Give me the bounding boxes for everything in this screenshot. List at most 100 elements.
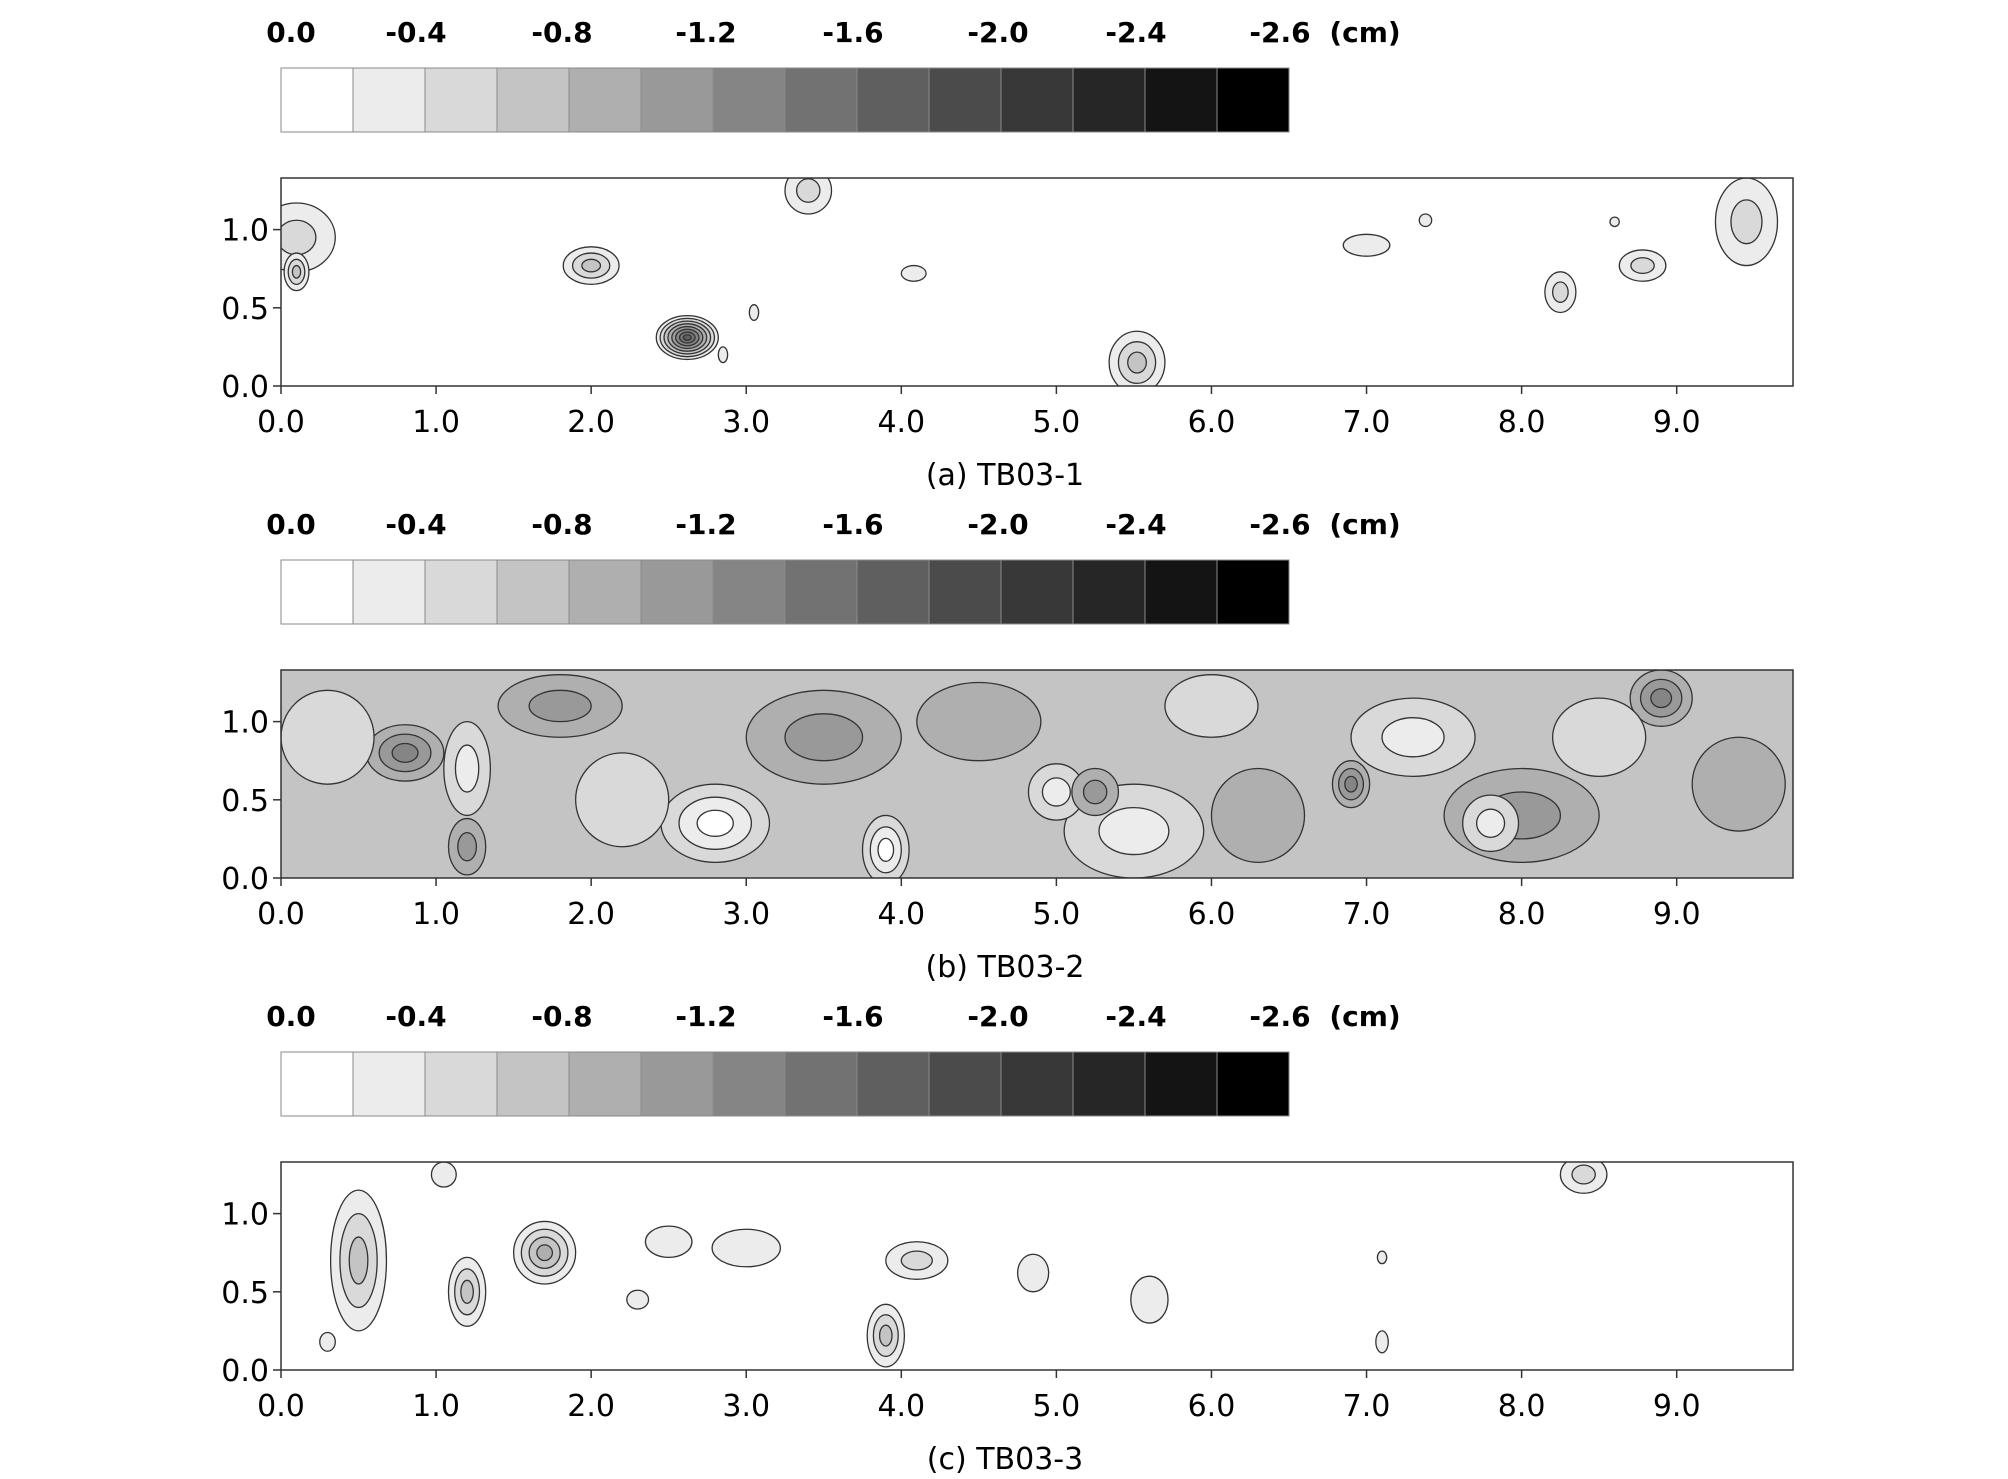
- legend-swatch: [928, 67, 1002, 133]
- contour-ring: [878, 1324, 893, 1347]
- legend-swatch: [784, 559, 858, 625]
- legend-label: -2.0: [967, 1000, 1028, 1033]
- contour-ring: [717, 346, 729, 364]
- legend-swatch: [640, 67, 714, 133]
- panel-3: 0.0 -0.4 -0.8 -1.2 -1.6 -2.0 -2.4 -2.6 (cm) 0.0 1.…: [221, 1000, 1794, 1477]
- legend-swatch: [712, 67, 786, 133]
- legend-label: -2.4: [1105, 1000, 1166, 1033]
- contour-ring: [644, 1225, 693, 1259]
- x-tick-label: 2.0: [567, 405, 615, 440]
- legend-label: -2.0: [967, 508, 1028, 541]
- contour-ring: [784, 713, 864, 762]
- x-tick-label: 7.0: [1343, 1389, 1391, 1424]
- contour-ring: [1164, 674, 1259, 738]
- x-tick-label: 6.0: [1188, 405, 1236, 440]
- x-tick-label: 2.0: [567, 1389, 615, 1424]
- y-tick-label: 1.0: [221, 706, 269, 741]
- panel-caption: (c) TB03-3: [927, 1442, 1083, 1477]
- contour-ring: [1730, 199, 1763, 245]
- legend-label: -0.8: [531, 16, 592, 49]
- panel-caption: (b) TB03-2: [926, 950, 1085, 985]
- x-tick-label: 5.0: [1033, 1389, 1081, 1424]
- contour-ring: [1376, 1250, 1388, 1265]
- legend-swatch: [1072, 1051, 1146, 1117]
- contour-ring: [1041, 777, 1071, 807]
- legend-swatch: [352, 1051, 426, 1117]
- panel-2: 0.0 -0.4 -0.8 -1.2 -1.6 -2.0 -2.4 -2.6 (cm) 0.0 1.…: [221, 508, 1794, 985]
- legend-swatch: [928, 559, 1002, 625]
- legend-swatch: [424, 559, 498, 625]
- contour-ring: [291, 264, 302, 279]
- x-tick-label: 1.0: [412, 897, 460, 932]
- contour-ring: [1691, 736, 1786, 832]
- contour-ring: [626, 1289, 650, 1310]
- legend-swatch: [1000, 559, 1074, 625]
- legend-swatch: [1000, 1051, 1074, 1117]
- contour-ring: [536, 1244, 554, 1262]
- contour-ring: [916, 681, 1042, 762]
- x-tick-label: 1.0: [412, 1389, 460, 1424]
- legend-swatch: [1216, 1051, 1290, 1117]
- legend-swatch: [568, 1051, 642, 1117]
- legend-swatch: [784, 1051, 858, 1117]
- legend-swatch: [1072, 67, 1146, 133]
- contour-ring: [1630, 257, 1655, 275]
- legend-swatch: [496, 67, 570, 133]
- contour-ring: [900, 1250, 933, 1271]
- contour-ring: [877, 837, 895, 862]
- x-tick-label: 2.0: [567, 897, 615, 932]
- legend-unit: (cm): [1329, 16, 1400, 49]
- contour-ring: [1551, 281, 1569, 303]
- legend-label: -0.4: [385, 508, 446, 541]
- x-tick-label: 4.0: [877, 405, 925, 440]
- legend-swatch: [640, 1051, 714, 1117]
- legend-label: -1.2: [675, 16, 736, 49]
- legend-swatch: [1072, 559, 1146, 625]
- contour-ring: [319, 1331, 336, 1352]
- x-tick-label: 9.0: [1653, 897, 1701, 932]
- plot-frame: [280, 669, 1794, 879]
- contour-ring: [696, 809, 734, 837]
- legend-swatch: [1216, 67, 1290, 133]
- legend-swatch: [856, 559, 930, 625]
- y-tick-label: 0.5: [221, 1276, 269, 1311]
- plot-frame: [280, 177, 1794, 387]
- contour-ring: [1551, 697, 1647, 777]
- plot-frame: [280, 1161, 1794, 1371]
- legend-swatch: [280, 67, 354, 133]
- contour-ring: [430, 1162, 457, 1188]
- legend-swatch: [424, 67, 498, 133]
- legend-label: 0.0: [266, 16, 316, 49]
- contour-ring: [1130, 1275, 1169, 1324]
- contour-ring: [1082, 779, 1108, 805]
- contour-ring: [391, 742, 419, 763]
- panel-1: 0.0 -0.4 -0.8 -1.2 -1.6 -2.0 -2.4 -2.6 (cm) 0.0 1.…: [221, 16, 1794, 493]
- legend-swatch: [1144, 559, 1218, 625]
- legend-swatch: [496, 1051, 570, 1117]
- contour-field: [281, 1162, 1793, 1370]
- contour-ring: [748, 304, 760, 321]
- legend-label: -0.8: [531, 508, 592, 541]
- x-tick-label: 3.0: [722, 1389, 770, 1424]
- legend-swatch: [856, 1051, 930, 1117]
- x-tick-label: 1.0: [412, 405, 460, 440]
- legend-swatch: [784, 67, 858, 133]
- x-tick-label: 8.0: [1498, 1389, 1546, 1424]
- legend-swatch: [568, 559, 642, 625]
- legend-label: 0.0: [266, 1000, 316, 1033]
- contour-ring: [1375, 1330, 1389, 1354]
- x-tick-label: 3.0: [722, 405, 770, 440]
- y-tick-label: 0.5: [221, 784, 269, 819]
- legend-label: -2.4: [1105, 16, 1166, 49]
- contour-ring: [348, 1236, 369, 1285]
- legend-swatch: [1144, 1051, 1218, 1117]
- y-tick-label: 1.0: [221, 1198, 269, 1233]
- legend-swatch: [712, 1051, 786, 1117]
- y-tick-label: 0.0: [221, 862, 269, 897]
- legend-label: -0.4: [385, 16, 446, 49]
- legend-swatch: [640, 559, 714, 625]
- y-tick-label: 0.0: [221, 370, 269, 405]
- x-tick-label: 0.0: [257, 405, 305, 440]
- legend-swatch: [712, 559, 786, 625]
